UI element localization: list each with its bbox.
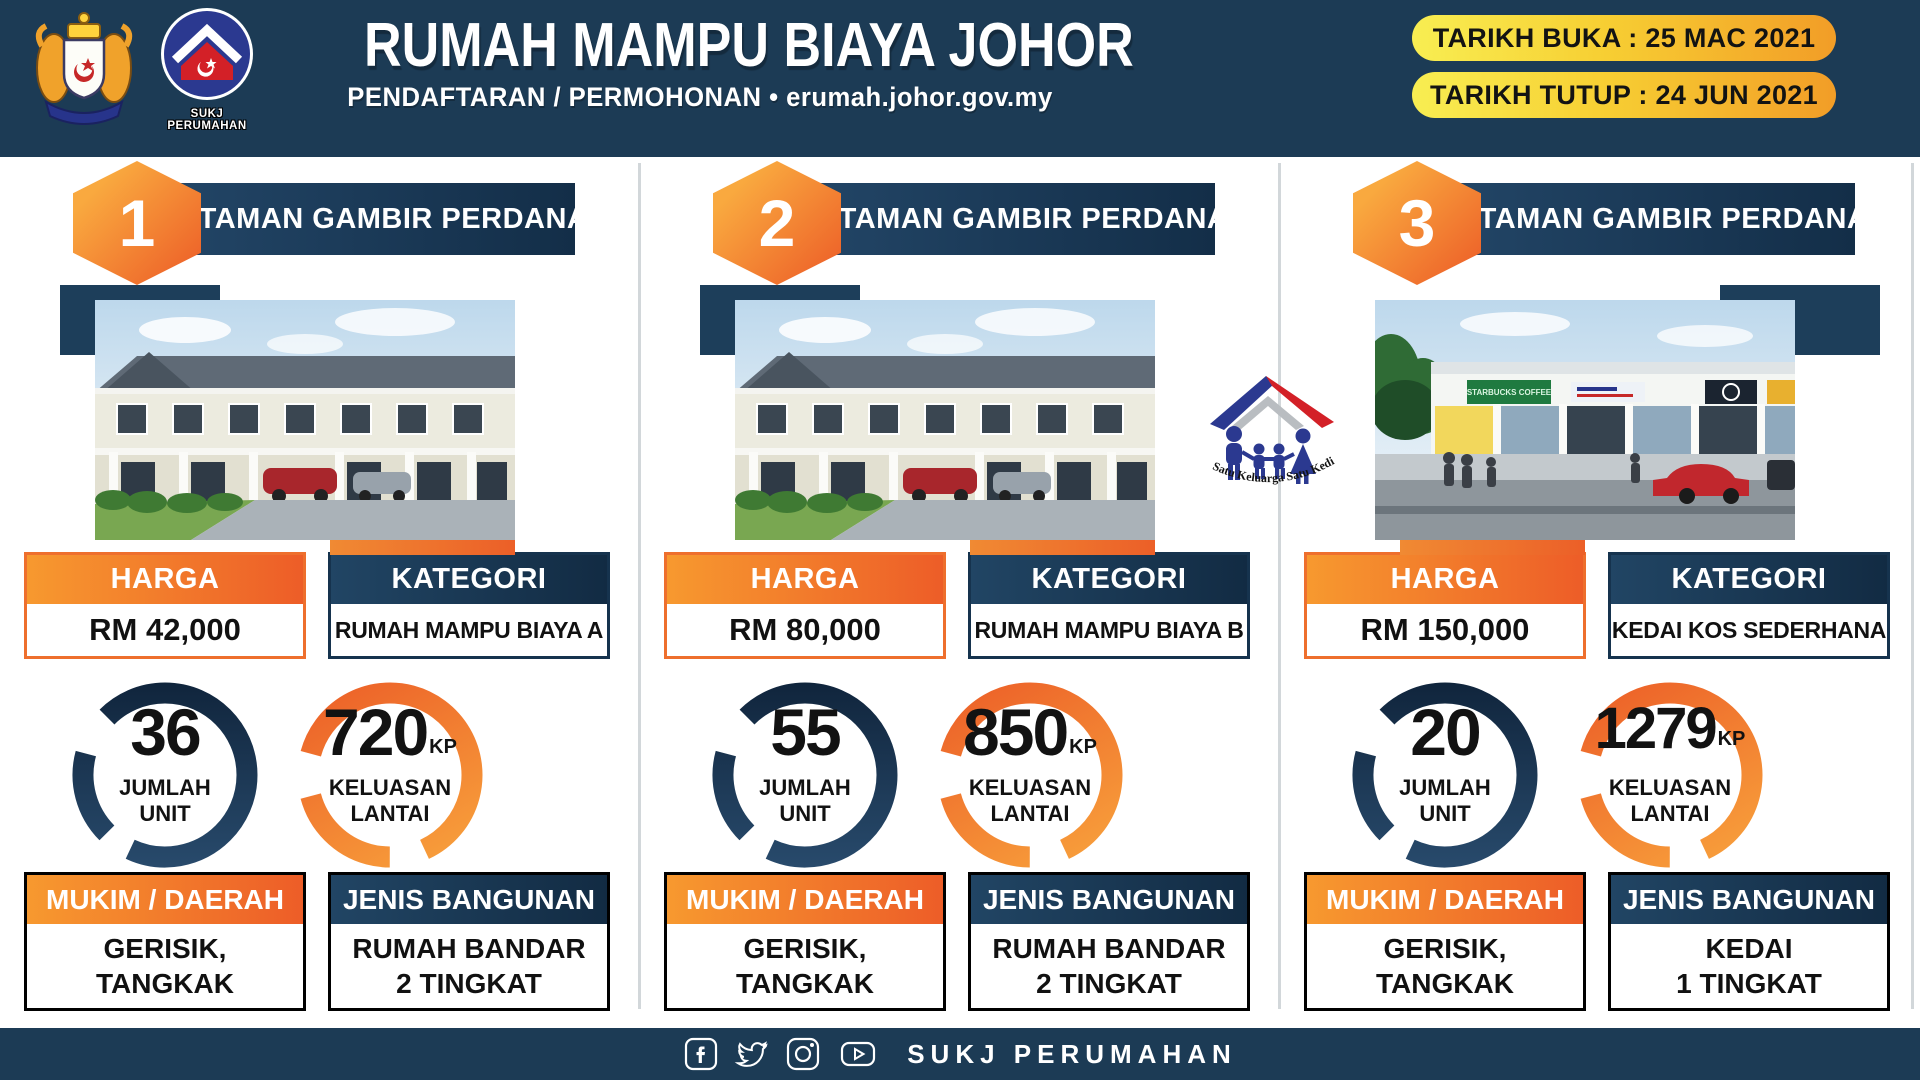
- floor-area-stat-ring: 1279 KP KELUASAN LANTAI: [1570, 675, 1770, 875]
- floor-area-label: LANTAI: [1630, 801, 1710, 826]
- unit-label: JUMLAH: [1399, 775, 1491, 800]
- header-band: SUKJ PERUMAHAN RUMAH MAMPU BIAYA JOHOR P…: [0, 0, 1920, 157]
- unit-count: 20: [1410, 695, 1481, 769]
- mukim-value: GERISIK,: [743, 933, 867, 964]
- jenis-header: JENIS BANGUNAN: [331, 875, 607, 924]
- harga-header: HARGA: [1307, 555, 1583, 604]
- jenis-header: JENIS BANGUNAN: [1611, 875, 1887, 924]
- listing-number-badge: 2: [713, 161, 841, 285]
- unit-stat-ring: 36 JUMLAH UNIT: [65, 675, 265, 875]
- unit-stat-ring: 55 JUMLAH UNIT: [705, 675, 905, 875]
- floor-area-value: 1279: [1594, 696, 1718, 761]
- property-photo-terrace-house: [95, 300, 515, 540]
- sukj-logo-label: SUKJ PERUMAHAN: [167, 108, 247, 132]
- mukim-value: TANGKAK: [736, 968, 874, 999]
- floor-area-label: KELUASAN: [328, 775, 452, 800]
- unit-count: 55: [770, 695, 841, 769]
- date-open-badge: TARIKH BUKA : 25 MAC 2021: [1412, 15, 1836, 61]
- mukim-value: TANGKAK: [1376, 968, 1514, 999]
- main-content: 1 TAMAN GAMBIR PERDANA: [0, 157, 1920, 1028]
- jenis-header: JENIS BANGUNAN: [971, 875, 1247, 924]
- listing-column-2: 2 TAMAN GAMBIR PERDANA: [640, 157, 1280, 1028]
- floor-area-value: 720: [323, 695, 429, 769]
- floor-area-label: KELUASAN: [968, 775, 1092, 800]
- mukim-header: MUKIM / DAERAH: [667, 875, 943, 924]
- floor-area-unit: KP: [1069, 735, 1097, 758]
- floor-area-label: LANTAI: [350, 801, 430, 826]
- youtube-icon: [841, 1041, 876, 1067]
- jenis-value: 2 TINGKAT: [1036, 968, 1182, 999]
- mukim-header: MUKIM / DAERAH: [1307, 875, 1583, 924]
- floor-area-unit: KP: [429, 735, 457, 758]
- floor-area-label: KELUASAN: [1608, 775, 1732, 800]
- listing-number-badge: 3: [1353, 161, 1481, 285]
- floor-area-stat-ring: 720 KP KELUASAN LANTAI: [290, 675, 490, 875]
- facebook-icon: [685, 1037, 718, 1071]
- johor-coat-of-arms-logo: [35, 12, 133, 125]
- poster-subtitle: PENDAFTARAN / PERMOHONAN • erumah.johor.…: [347, 82, 1053, 113]
- footer-band: SUKJ PERUMAHAN: [0, 1028, 1920, 1080]
- column-divider: [1278, 163, 1281, 1009]
- jenis-value: KEDAI: [1705, 933, 1793, 964]
- unit-label: JUMLAH: [759, 775, 851, 800]
- satu-keluarga-satu-kediaman-logo: Satu Keluarga Satu Kediaman: [1197, 351, 1342, 500]
- property-photo-shop-lots: STARBUCKS COFFEE: [1375, 300, 1795, 540]
- kategori-value: RUMAH MAMPU BIAYA A: [331, 604, 607, 656]
- floor-area-unit: KP: [1717, 728, 1746, 751]
- unit-label: UNIT: [779, 801, 831, 826]
- jenis-value: RUMAH BANDAR: [352, 933, 586, 964]
- unit-count: 36: [130, 695, 201, 769]
- kategori-header: KATEGORI: [971, 555, 1247, 604]
- harga-header: HARGA: [667, 555, 943, 604]
- kategori-value: RUMAH MAMPU BIAYA B: [971, 604, 1247, 656]
- listing-column-3: 3 TAMAN GAMBIR PERDANA STARBUCKS COFFEE: [1280, 157, 1920, 1028]
- jenis-value: RUMAH BANDAR: [992, 933, 1226, 964]
- harga-value: RM 80,000: [667, 604, 943, 656]
- floor-area-label: LANTAI: [990, 801, 1070, 826]
- listing-number-badge: 1: [73, 161, 201, 285]
- column-divider: [638, 163, 641, 1009]
- mukim-value: GERISIK,: [1383, 933, 1507, 964]
- twitter-icon: [734, 1041, 768, 1067]
- floor-area-stat-ring: 850 KP KELUASAN LANTAI: [930, 675, 1130, 875]
- shop-sign-text: STARBUCKS COFFEE: [1467, 388, 1552, 397]
- unit-label: UNIT: [139, 801, 191, 826]
- jenis-value: 2 TINGKAT: [396, 968, 542, 999]
- floor-area-value: 850: [963, 695, 1069, 769]
- unit-label: JUMLAH: [119, 775, 211, 800]
- sukj-perumahan-logo: [161, 8, 253, 100]
- unit-stat-ring: 20 JUMLAH UNIT: [1345, 675, 1545, 875]
- mukim-value: GERISIK,: [103, 933, 227, 964]
- property-photo-terrace-house: [735, 300, 1155, 540]
- mukim-value: TANGKAK: [96, 968, 234, 999]
- kategori-value: KEDAI KOS SEDERHANA: [1611, 604, 1887, 656]
- harga-value: RM 150,000: [1307, 604, 1583, 656]
- mukim-header: MUKIM / DAERAH: [27, 875, 303, 924]
- harga-header: HARGA: [27, 555, 303, 604]
- unit-label: UNIT: [1419, 801, 1471, 826]
- harga-value: RM 42,000: [27, 604, 303, 656]
- poster-title: RUMAH MAMPU BIAYA JOHOR: [364, 11, 1134, 80]
- footer-brand-text: SUKJ PERUMAHAN: [907, 1038, 1237, 1069]
- kategori-header: KATEGORI: [1611, 555, 1887, 604]
- jenis-value: 1 TINGKAT: [1676, 968, 1822, 999]
- brand-logos: SUKJ PERUMAHAN: [28, 6, 262, 132]
- listing-column-1: 1 TAMAN GAMBIR PERDANA: [0, 157, 640, 1028]
- kategori-header: KATEGORI: [331, 555, 607, 604]
- date-close-badge: TARIKH TUTUP : 24 JUN 2021: [1412, 72, 1836, 118]
- instagram-icon: [787, 1037, 820, 1071]
- edge-divider: [1911, 163, 1914, 1009]
